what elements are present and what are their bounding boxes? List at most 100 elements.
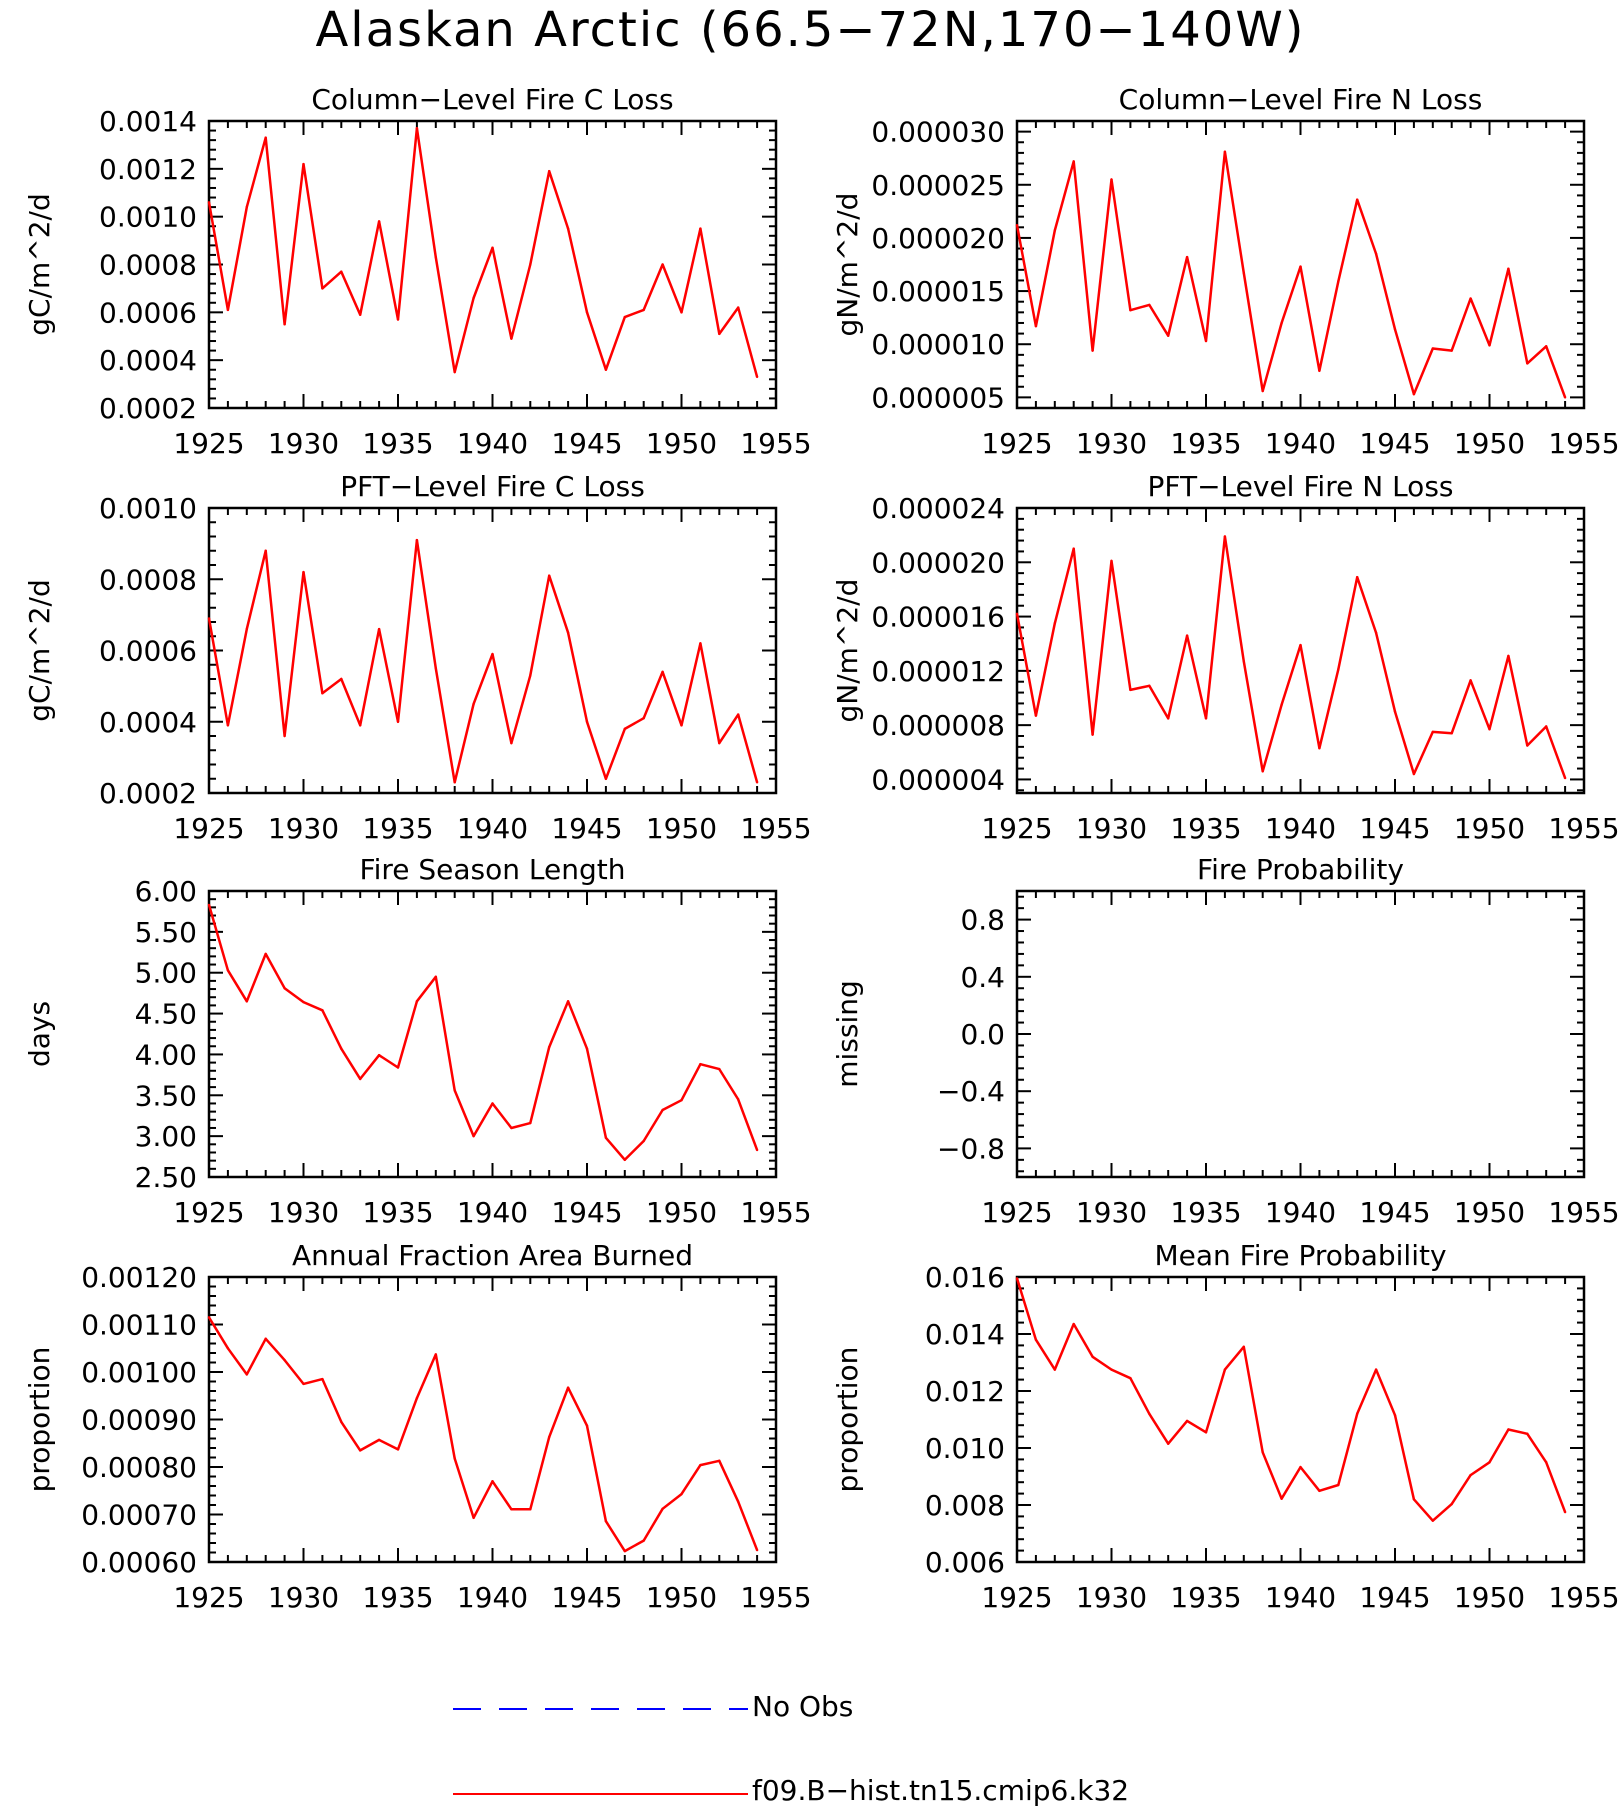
x-tick-label: 1945 bbox=[551, 812, 622, 845]
data-point bbox=[1280, 703, 1283, 706]
data-point bbox=[453, 1457, 456, 1460]
data-point bbox=[1091, 733, 1094, 736]
data-point bbox=[1356, 198, 1359, 201]
data-point bbox=[1148, 303, 1151, 307]
data-point bbox=[1110, 559, 1113, 563]
data-point bbox=[642, 1539, 645, 1542]
series-line bbox=[1015, 1278, 1567, 1522]
series-line bbox=[207, 126, 759, 378]
y-tick-label: 0.000005 bbox=[871, 381, 1005, 414]
x-tick-label: 1950 bbox=[1454, 812, 1525, 845]
y-tick-label: 4.00 bbox=[135, 1038, 197, 1071]
x-tick-label: 1925 bbox=[981, 1196, 1052, 1229]
data-point bbox=[1469, 297, 1472, 300]
y-tick-label: 0.0010 bbox=[99, 201, 197, 234]
x-tick-label: 1945 bbox=[1359, 812, 1430, 845]
chart-title: PFT−Level Fire N Loss bbox=[1147, 470, 1453, 503]
y-tick-label: 0.000025 bbox=[871, 169, 1005, 202]
data-point bbox=[548, 1045, 551, 1049]
x-tick-label: 1950 bbox=[646, 1196, 717, 1229]
data-point bbox=[1034, 714, 1038, 717]
data-point bbox=[1337, 280, 1340, 283]
data-point bbox=[604, 1136, 608, 1139]
legend-obs-label: No Obs bbox=[752, 1690, 854, 1723]
data-point bbox=[377, 627, 381, 631]
data-point bbox=[207, 1316, 211, 1319]
data-point bbox=[680, 1492, 683, 1496]
chart-title: Mean Fire Probability bbox=[1154, 1239, 1446, 1272]
data-point bbox=[1356, 1412, 1359, 1416]
data-point bbox=[510, 1126, 513, 1130]
x-tick-label: 1945 bbox=[1359, 1581, 1430, 1614]
data-point bbox=[604, 777, 608, 780]
page-title: Alaskan Arctic (66.5−72N,170−140W) bbox=[315, 2, 1306, 58]
data-point bbox=[226, 308, 230, 312]
y-tick-label: 0.0 bbox=[960, 1018, 1005, 1051]
x-tick-label: 1940 bbox=[457, 427, 528, 460]
data-point bbox=[1545, 725, 1548, 728]
data-point bbox=[623, 727, 626, 731]
data-point bbox=[1431, 730, 1435, 734]
data-point bbox=[472, 296, 475, 300]
data-point bbox=[1526, 1432, 1529, 1435]
y-tick-label: 0.000020 bbox=[871, 222, 1005, 255]
data-point bbox=[1412, 1498, 1416, 1501]
data-point bbox=[340, 1047, 343, 1050]
data-point bbox=[1526, 744, 1529, 747]
data-point bbox=[415, 126, 419, 130]
data-point bbox=[548, 170, 551, 173]
data-point bbox=[472, 702, 475, 706]
x-tick-label: 1925 bbox=[173, 812, 244, 845]
data-point bbox=[1072, 160, 1075, 163]
x-tick-label: 1935 bbox=[362, 1581, 433, 1614]
data-point bbox=[1374, 252, 1378, 256]
data-point bbox=[1110, 178, 1113, 181]
y-tick-label: 0.0012 bbox=[99, 153, 197, 186]
y-tick-label: 0.000012 bbox=[871, 655, 1005, 688]
x-tick-label: 1935 bbox=[1170, 1196, 1241, 1229]
y-tick-label: 0.0014 bbox=[99, 105, 197, 138]
data-point bbox=[340, 677, 343, 681]
data-point bbox=[1318, 747, 1321, 750]
x-tick-label: 1925 bbox=[981, 1581, 1052, 1614]
data-point bbox=[1034, 1338, 1038, 1341]
y-axis-label: days bbox=[23, 1001, 56, 1067]
data-point bbox=[377, 1054, 381, 1057]
legend-model-label: f09.B−hist.tn15.cmip6.k32 bbox=[752, 1774, 1130, 1807]
data-point bbox=[283, 987, 286, 990]
data-point bbox=[321, 692, 324, 695]
y-tick-label: 0.00070 bbox=[81, 1499, 197, 1532]
data-point bbox=[1318, 369, 1321, 372]
data-point bbox=[302, 1382, 305, 1386]
x-tick-label: 1950 bbox=[1454, 1581, 1525, 1614]
y-axis-label: gC/m^2/d bbox=[23, 193, 56, 336]
data-point bbox=[1469, 1473, 1472, 1477]
data-point bbox=[1015, 612, 1019, 616]
y-tick-label: 0.0006 bbox=[99, 635, 197, 668]
data-point bbox=[1053, 622, 1057, 625]
data-point bbox=[1318, 1489, 1321, 1492]
data-point bbox=[396, 720, 400, 723]
data-point bbox=[1431, 347, 1435, 350]
data-point bbox=[1374, 631, 1378, 635]
y-tick-label: 3.50 bbox=[135, 1079, 197, 1112]
data-point bbox=[359, 724, 362, 727]
x-tick-label: 1940 bbox=[457, 812, 528, 845]
data-point bbox=[377, 220, 381, 223]
data-point bbox=[1129, 1376, 1132, 1380]
x-tick-label: 1955 bbox=[740, 812, 811, 845]
data-point bbox=[340, 1420, 343, 1424]
data-point bbox=[283, 323, 286, 326]
x-tick-label: 1950 bbox=[646, 427, 717, 460]
data-point bbox=[1337, 1483, 1340, 1487]
data-point bbox=[1223, 535, 1227, 538]
y-tick-label: 5.50 bbox=[135, 916, 197, 949]
data-point bbox=[1167, 1442, 1170, 1445]
data-point bbox=[566, 227, 570, 230]
data-point bbox=[1072, 547, 1075, 550]
y-tick-label: 0.00080 bbox=[81, 1451, 197, 1484]
data-point bbox=[510, 741, 513, 745]
data-point bbox=[1374, 1368, 1378, 1371]
data-point bbox=[1431, 1519, 1435, 1522]
data-point bbox=[585, 1424, 589, 1427]
